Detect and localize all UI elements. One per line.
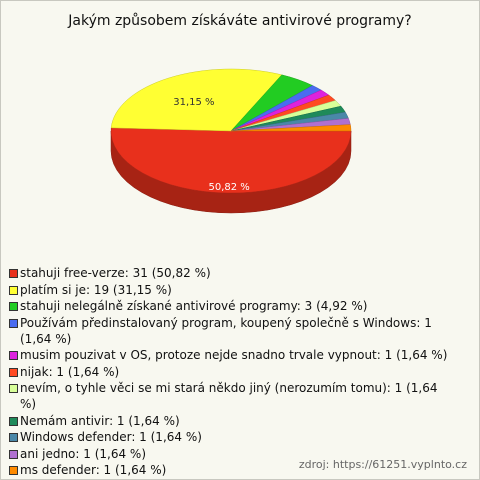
legend-item: nijak: 1 (1,64 %)	[9, 364, 449, 380]
legend-label: platím si je: 19 (31,15 %)	[20, 282, 172, 297]
legend-swatch	[9, 302, 18, 311]
slice	[110, 68, 283, 132]
slice	[110, 127, 352, 194]
legend-label: nijak: 1 (1,64 %)	[20, 364, 120, 379]
legend-label: ms defender: 1 (1,64 %)	[20, 463, 167, 477]
legend-label: nevím, o tyhle věci se mi stará někdo ji…	[20, 381, 438, 411]
legend-item: ani jedno: 1 (1,64 %)	[9, 446, 449, 462]
legend-label: Nemám antivir: 1 (1,64 %)	[20, 413, 180, 428]
legend-swatch	[9, 269, 18, 278]
legend-label: Windows defender: 1 (1,64 %)	[20, 430, 202, 444]
legend-item: musim pouzivat v OS, protoze nejde snadn…	[9, 347, 449, 363]
legend-label: musim pouzivat v OS, protoze nejde snadn…	[20, 348, 448, 362]
legend-item: nevím, o tyhle věci se mi stará někdo ji…	[9, 380, 449, 412]
legend-swatch	[9, 384, 18, 393]
legend-label: stahuji free-verze: 31 (50,82 %)	[20, 266, 211, 280]
legend-item: stahuji free-verze: 31 (50,82 %)	[9, 265, 449, 281]
legend-swatch	[9, 433, 18, 442]
chart-title: Jakým způsobem získáváte antivirové prog…	[67, 13, 411, 29]
legend-label: Používám předinstalovaný program, koupen…	[20, 315, 432, 346]
legend-item: Používám předinstalovaný program, koupen…	[9, 315, 449, 347]
legend-item: ms defender: 1 (1,64 %)	[9, 462, 449, 478]
legend-label: ani jedno: 1 (1,64 %)	[20, 446, 146, 461]
value-label: 31,15 %	[173, 97, 214, 108]
legend-item: stahuji nelegálně získané antivirové pro…	[9, 298, 449, 314]
legend-item: platím si je: 19 (31,15 %)	[9, 282, 449, 298]
legend-item: Windows defender: 1 (1,64 %)	[9, 429, 449, 445]
legend-item: Nemám antivir: 1 (1,64 %)	[9, 413, 449, 429]
legend-label: stahuji nelegálně získané antivirové pro…	[20, 299, 368, 313]
legend-swatch	[9, 318, 18, 328]
source: zdroj: https://61251.vyplnto.cz	[298, 458, 467, 471]
legend-swatch	[9, 416, 18, 426]
legend-swatch	[9, 285, 18, 295]
legend-swatch	[9, 367, 18, 377]
legend: stahuji free-verze: 31 (50,82 %) platím s…	[9, 265, 449, 479]
value-label: 50,82 %	[209, 182, 250, 193]
slice	[230, 124, 352, 132]
legend-swatch	[9, 351, 18, 360]
legend-swatch	[9, 466, 18, 475]
legend-swatch	[9, 449, 18, 459]
